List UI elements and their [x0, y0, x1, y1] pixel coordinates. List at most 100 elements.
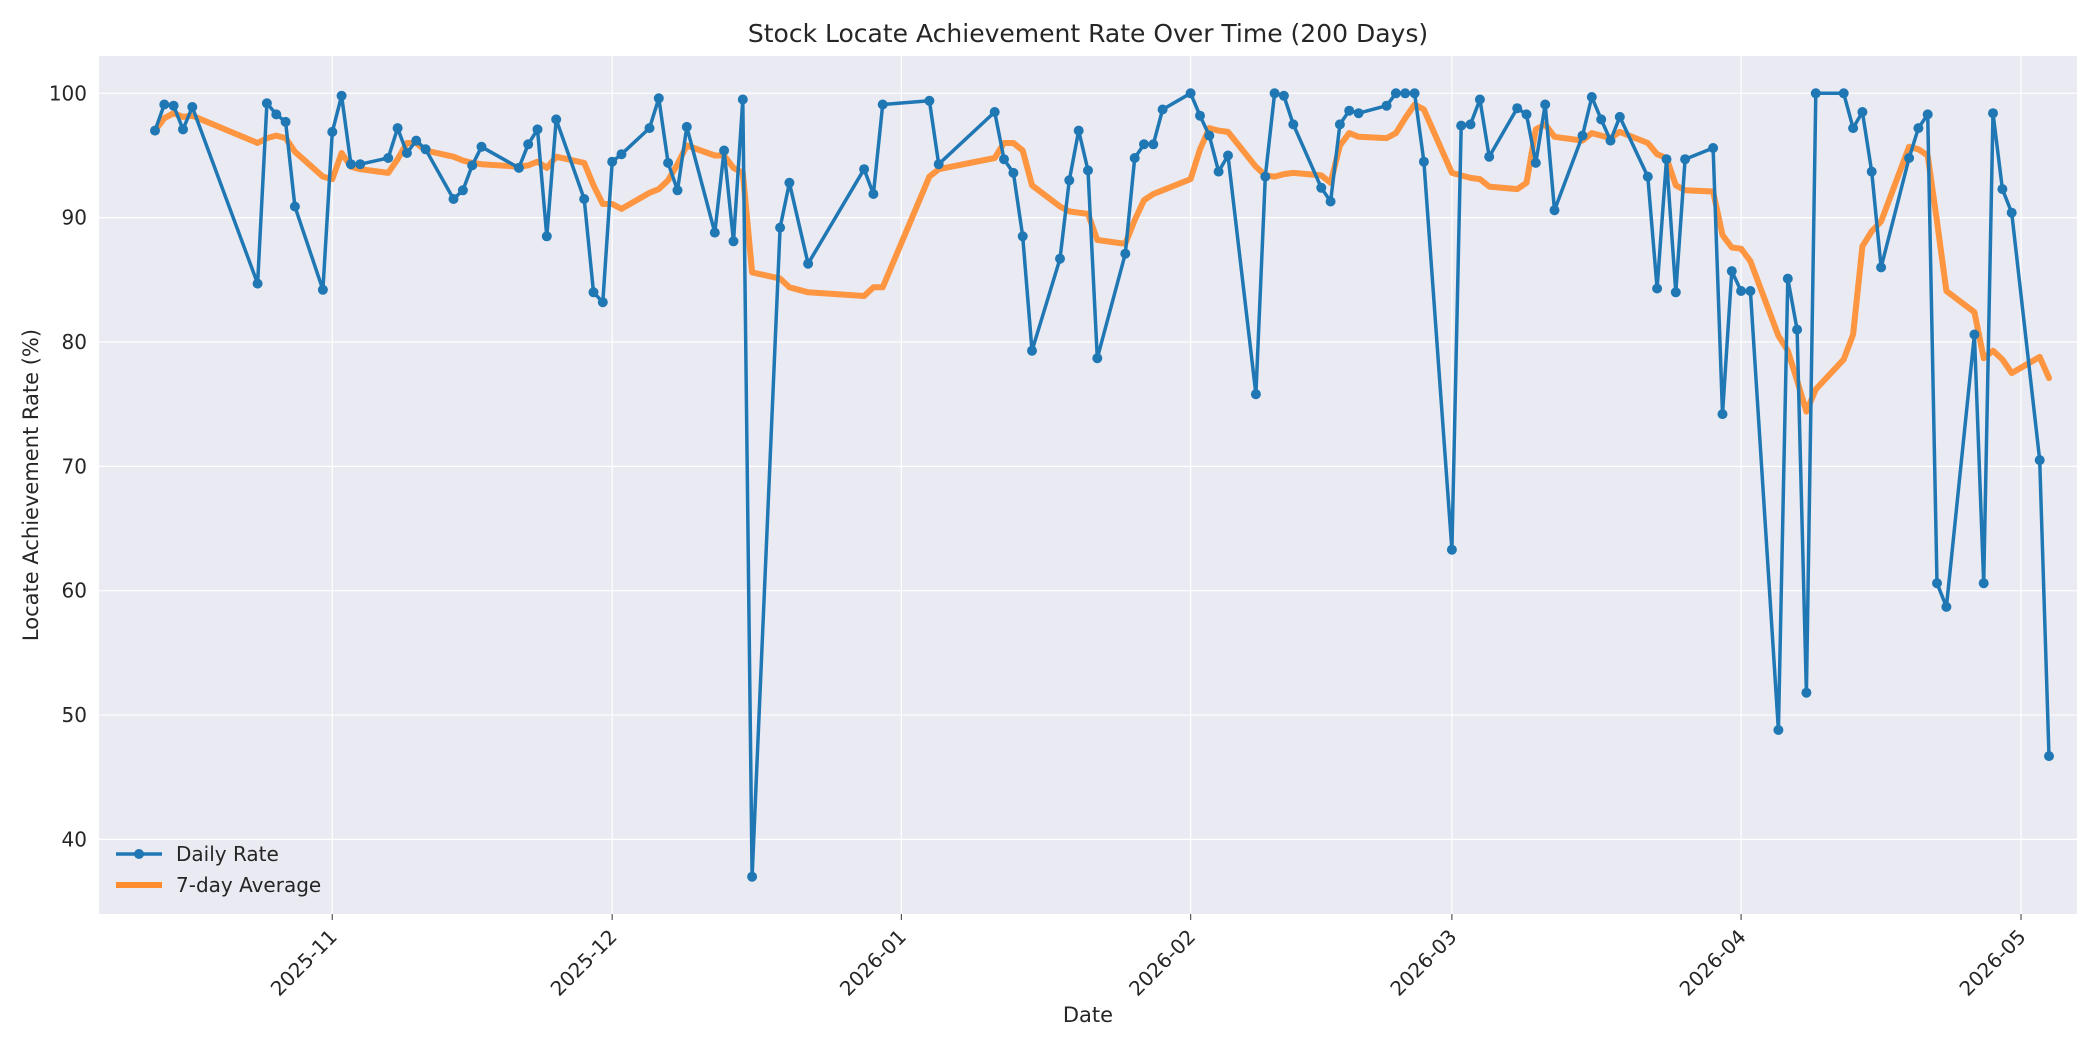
data-point-daily-rate — [1353, 108, 1364, 119]
data-point-daily-rate — [457, 185, 468, 196]
data-point-daily-rate — [289, 201, 300, 212]
data-point-daily-rate — [1773, 725, 1784, 735]
data-point-daily-rate — [1185, 88, 1196, 99]
data-point-daily-rate — [1969, 329, 1980, 340]
data-point-daily-rate — [1792, 324, 1803, 335]
data-point-daily-rate — [1250, 389, 1261, 400]
data-point-daily-rate — [1736, 286, 1747, 296]
data-point-daily-rate — [1446, 544, 1457, 555]
data-point-daily-rate — [1474, 94, 1485, 105]
chart-title: Stock Locate Achievement Rate Over Time … — [748, 19, 1428, 48]
data-point-daily-rate — [476, 141, 487, 152]
data-point-daily-rate — [579, 194, 590, 204]
y-tick-label: 60 — [62, 579, 87, 603]
data-point-daily-rate — [1596, 114, 1607, 125]
data-point-daily-rate — [1521, 109, 1532, 120]
data-point-daily-rate — [924, 95, 935, 106]
data-point-daily-rate — [1148, 139, 1159, 150]
data-point-daily-rate — [1334, 119, 1345, 130]
x-tick-label: 2025-12 — [546, 925, 622, 1001]
y-tick-label: 80 — [62, 330, 87, 354]
data-point-daily-rate — [2044, 751, 2054, 762]
y-axis-ticks: 40 50 60 70 80 90 100 — [49, 81, 87, 851]
data-point-daily-rate — [1801, 687, 1812, 698]
data-point-daily-rate — [150, 125, 160, 136]
data-point-daily-rate — [933, 159, 944, 170]
data-point-daily-rate — [1139, 139, 1149, 150]
data-point-daily-rate — [1838, 88, 1849, 99]
grid-lines — [99, 56, 2077, 914]
data-point-daily-rate — [420, 144, 431, 155]
data-point-daily-rate — [1782, 273, 1793, 284]
data-point-daily-rate — [709, 227, 720, 238]
data-point-daily-rate — [728, 236, 739, 247]
data-point-daily-rate — [1223, 150, 1233, 161]
data-point-daily-rate — [1512, 103, 1523, 114]
data-point-daily-rate — [411, 135, 422, 146]
x-axis-label: Date — [1063, 1003, 1113, 1027]
data-point-daily-rate — [1027, 345, 1037, 356]
data-point-daily-rate — [1876, 262, 1887, 273]
data-point-daily-rate — [317, 284, 328, 295]
data-point-daily-rate — [1913, 123, 1924, 134]
data-point-daily-rate — [1540, 99, 1551, 110]
data-point-daily-rate — [1726, 266, 1737, 277]
data-point-daily-rate — [672, 185, 683, 196]
data-point-daily-rate — [1064, 175, 1075, 186]
data-point-daily-rate — [1400, 88, 1411, 99]
data-point-daily-rate — [989, 107, 1000, 117]
data-point-daily-rate — [1409, 88, 1420, 99]
data-point-daily-rate — [383, 153, 394, 163]
data-point-daily-rate — [719, 145, 730, 156]
data-point-daily-rate — [1288, 119, 1299, 130]
data-point-daily-rate — [1381, 100, 1392, 111]
data-point-daily-rate — [159, 99, 170, 110]
data-point-daily-rate — [607, 156, 618, 167]
data-point-daily-rate — [1465, 119, 1476, 130]
data-point-daily-rate — [1605, 135, 1616, 146]
data-point-daily-rate — [784, 177, 795, 188]
data-point-daily-rate — [1866, 166, 1877, 177]
data-point-daily-rate — [1120, 248, 1131, 259]
data-point-daily-rate — [336, 90, 347, 101]
x-tick-label: 2025-11 — [266, 925, 342, 1001]
data-point-daily-rate — [1316, 182, 1327, 193]
data-point-daily-rate — [1941, 601, 1952, 612]
data-point-daily-rate — [803, 258, 814, 269]
data-point-daily-rate — [392, 123, 403, 134]
data-point-daily-rate — [877, 99, 888, 110]
data-point-daily-rate — [1614, 111, 1625, 122]
data-point-daily-rate — [1083, 165, 1093, 176]
data-point-daily-rate — [588, 287, 599, 298]
data-point-daily-rate — [1708, 143, 1719, 153]
data-point-daily-rate — [2006, 207, 2017, 218]
data-point-daily-rate — [168, 100, 179, 111]
data-point-daily-rate — [1745, 286, 1756, 296]
x-tick-label: 2026-05 — [1954, 925, 2030, 1001]
data-point-daily-rate — [1195, 110, 1205, 121]
data-point-daily-rate — [345, 159, 356, 170]
data-point-daily-rate — [280, 116, 291, 127]
data-point-daily-rate — [532, 124, 543, 135]
data-point-daily-rate — [1269, 88, 1280, 99]
data-point-daily-rate — [1549, 205, 1560, 216]
data-point-daily-rate — [999, 154, 1009, 165]
data-point-daily-rate — [178, 124, 188, 135]
data-point-daily-rate — [1904, 153, 1915, 163]
data-point-daily-rate — [1278, 90, 1289, 101]
data-point-daily-rate — [1344, 105, 1355, 116]
data-point-daily-rate — [1932, 578, 1942, 589]
data-point-daily-rate — [1988, 108, 1998, 119]
data-point-daily-rate — [1157, 104, 1168, 115]
data-point-daily-rate — [1661, 154, 1672, 165]
data-point-daily-rate — [355, 159, 366, 170]
data-point-daily-rate — [1652, 283, 1663, 294]
x-tick-label: 2026-02 — [1124, 925, 1200, 1001]
y-tick-label: 90 — [62, 206, 87, 230]
data-point-daily-rate — [1484, 151, 1495, 162]
x-tick-label: 2026-04 — [1675, 925, 1751, 1001]
data-point-daily-rate — [775, 222, 786, 233]
data-point-daily-rate — [1680, 154, 1691, 165]
data-point-daily-rate — [644, 123, 655, 134]
